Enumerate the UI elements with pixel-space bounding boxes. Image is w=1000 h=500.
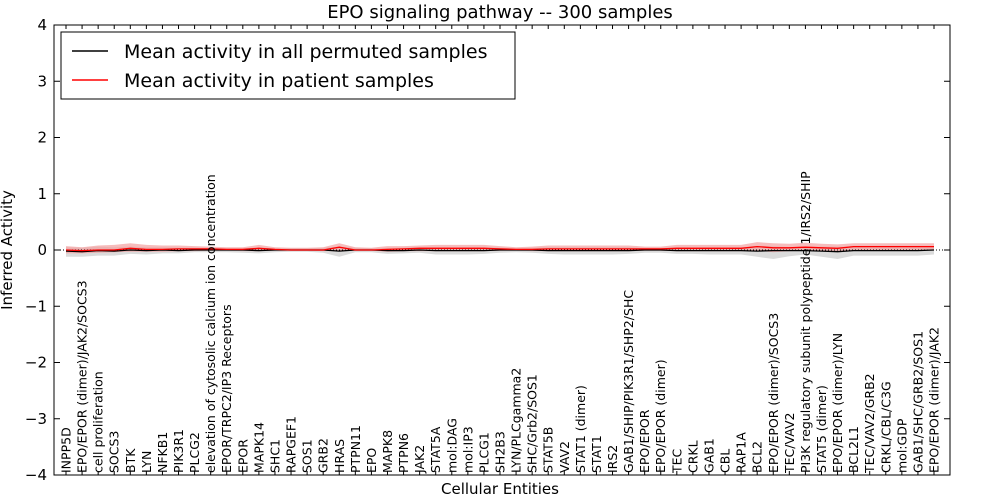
series-line-patient (65, 245, 934, 252)
category-label: INPP5D (59, 427, 74, 473)
category-label: SHC1 (268, 439, 283, 473)
category-label: EPO/EPOR (637, 409, 652, 473)
y-tick-label: 0 (37, 241, 47, 259)
category-label: LYN/PLCgamma2 (509, 368, 524, 473)
category-label: VAV2 (557, 441, 572, 473)
category-label: mol:GDP (894, 418, 909, 473)
category-label: BCL2 (750, 441, 765, 473)
category-label: STAT5A (428, 426, 443, 473)
y-tick-label: 4 (37, 16, 47, 34)
category-label: PTPN6 (396, 433, 411, 473)
y-tick-label: −2 (25, 354, 47, 372)
category-label: cell proliferation (91, 371, 106, 473)
category-label: STAT5B (541, 427, 556, 473)
category-label: NFKB1 (155, 432, 170, 473)
y-tick-label: −3 (25, 410, 47, 428)
series-line-permuted (65, 249, 935, 253)
category-label: EPO/EPOR (dimer)/JAK2/SOCS3 (75, 280, 90, 473)
category-label: EPO/EPOR (dimer)/LYN (830, 333, 845, 473)
category-label: STAT5 (dimer) (814, 385, 829, 473)
category-label: EPO/EPOR (dimer)/JAK2 (927, 327, 942, 473)
category-label: HRAS (332, 439, 347, 473)
category-label: PTPN11 (348, 425, 363, 473)
y-tick-label: 2 (37, 129, 47, 147)
legend-label-permuted: Mean activity in all permuted samples (124, 41, 487, 63)
category-label: SOCS3 (107, 431, 122, 473)
category-label: MAPK8 (380, 430, 395, 473)
category-labels: INPP5D EPO/EPOR (dimer)/JAK2/SOCS3 cell pr… (59, 171, 942, 474)
legend-label-patient: Mean activity in patient samples (124, 70, 434, 92)
category-label: mol:IP3 (460, 426, 475, 473)
y-tick-label: 3 (37, 72, 47, 90)
category-label: RAPGEF1 (284, 416, 299, 473)
y-axis-label: Inferred Activity (0, 190, 16, 310)
category-label: RAP1A (734, 432, 749, 473)
category-label: TEC/VAV2/GRB2 (862, 373, 877, 474)
x-axis-label: Cellular Entities (441, 480, 559, 498)
category-label: BTK (123, 448, 138, 473)
category-label: TEC (669, 448, 684, 474)
y-tick-labels: −4 −3 −2 −1 0 1 2 3 4 (25, 16, 47, 484)
category-label: MAPK14 (251, 422, 266, 473)
category-label: PI3K regulatory subunit polypeptide 1/IR… (798, 171, 813, 473)
category-label: PIK3R1 (171, 429, 186, 473)
category-label: EPO/EPOR (dimer)/SOCS3 (766, 313, 781, 473)
category-label: BCL2L1 (846, 426, 861, 473)
category-label: GRB2 (316, 438, 331, 473)
category-label: LYN (139, 451, 154, 473)
category-label: JAK2 (412, 445, 427, 474)
category-label: PLCG2 (187, 432, 202, 473)
category-label: SOS1 (300, 439, 315, 473)
category-label: GAB1/SHC/GRB2/SOS1 (910, 331, 925, 473)
category-label: CBL (718, 449, 733, 473)
category-label: CRKL/CBL/C3G (878, 381, 893, 473)
legend: Mean activity in all permuted samples Me… (60, 31, 516, 100)
category-label: EPOR/TRPC2/IP3 Receptors (219, 304, 234, 473)
category-label: GAB1/SHIP/PIK3R1/SHP2/SHC (621, 290, 636, 473)
category-label: STAT1 (589, 435, 604, 473)
y-tick-label: 1 (37, 185, 47, 203)
category-label: IRS2 (605, 445, 620, 473)
category-label: EPO (364, 448, 379, 473)
category-label: EPO/EPOR (dimer) (653, 359, 668, 473)
category-label: STAT1 (dimer) (573, 385, 588, 473)
category-label: elevation of cytosolic calcium ion conce… (203, 174, 218, 473)
category-label: SHC/Grb2/SOS1 (525, 374, 540, 473)
category-label: SH2B3 (493, 431, 508, 473)
legend-box (60, 31, 516, 100)
category-label: TEC/VAV2 (782, 413, 797, 474)
category-label: EPOR (235, 439, 250, 473)
category-label: GAB1 (702, 438, 717, 473)
series-lines (65, 245, 935, 253)
chart-title: EPO signaling pathway -- 300 samples (327, 2, 673, 23)
category-label: PLCG1 (476, 432, 491, 473)
category-label: CRKL (685, 440, 700, 473)
category-label: mol:DAG (444, 418, 459, 473)
y-tick-label: −4 (25, 466, 47, 484)
plot-frame (53, 24, 951, 476)
y-tick-label: −1 (25, 297, 47, 315)
